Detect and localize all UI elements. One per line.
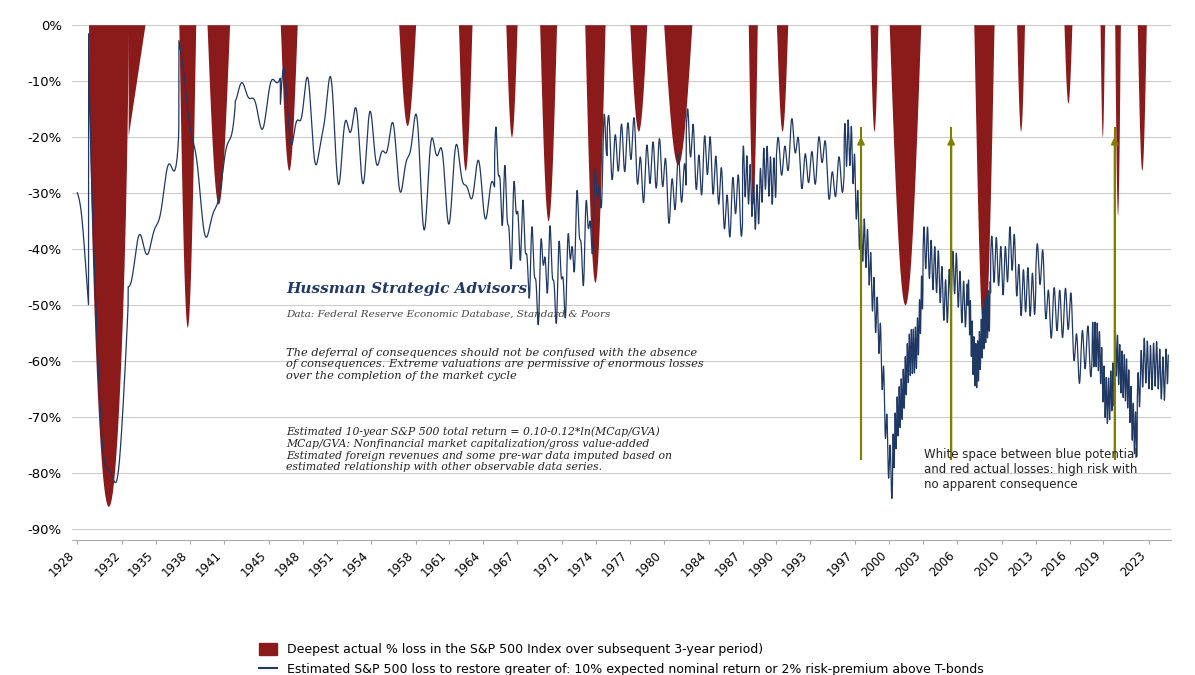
Text: Hussman Strategic Advisors: Hussman Strategic Advisors xyxy=(286,281,527,296)
Legend: Deepest actual % loss in the S&P 500 Index over subsequent 3-year period), Estim: Deepest actual % loss in the S&P 500 Ind… xyxy=(253,638,989,675)
Text: The deferral of consequences should not be confused with the absence
of conseque: The deferral of consequences should not … xyxy=(286,348,704,381)
Text: Estimated 10-year S&P 500 total return = 0.10-0.12*ln(MCap/GVA)
MCap/GVA: Nonfin: Estimated 10-year S&P 500 total return =… xyxy=(286,427,672,472)
Text: Data: Federal Reserve Economic Database, Standard & Poors: Data: Federal Reserve Economic Database,… xyxy=(286,309,611,318)
Text: White space between blue potential
and red actual losses: high risk with
no appa: White space between blue potential and r… xyxy=(924,448,1138,491)
